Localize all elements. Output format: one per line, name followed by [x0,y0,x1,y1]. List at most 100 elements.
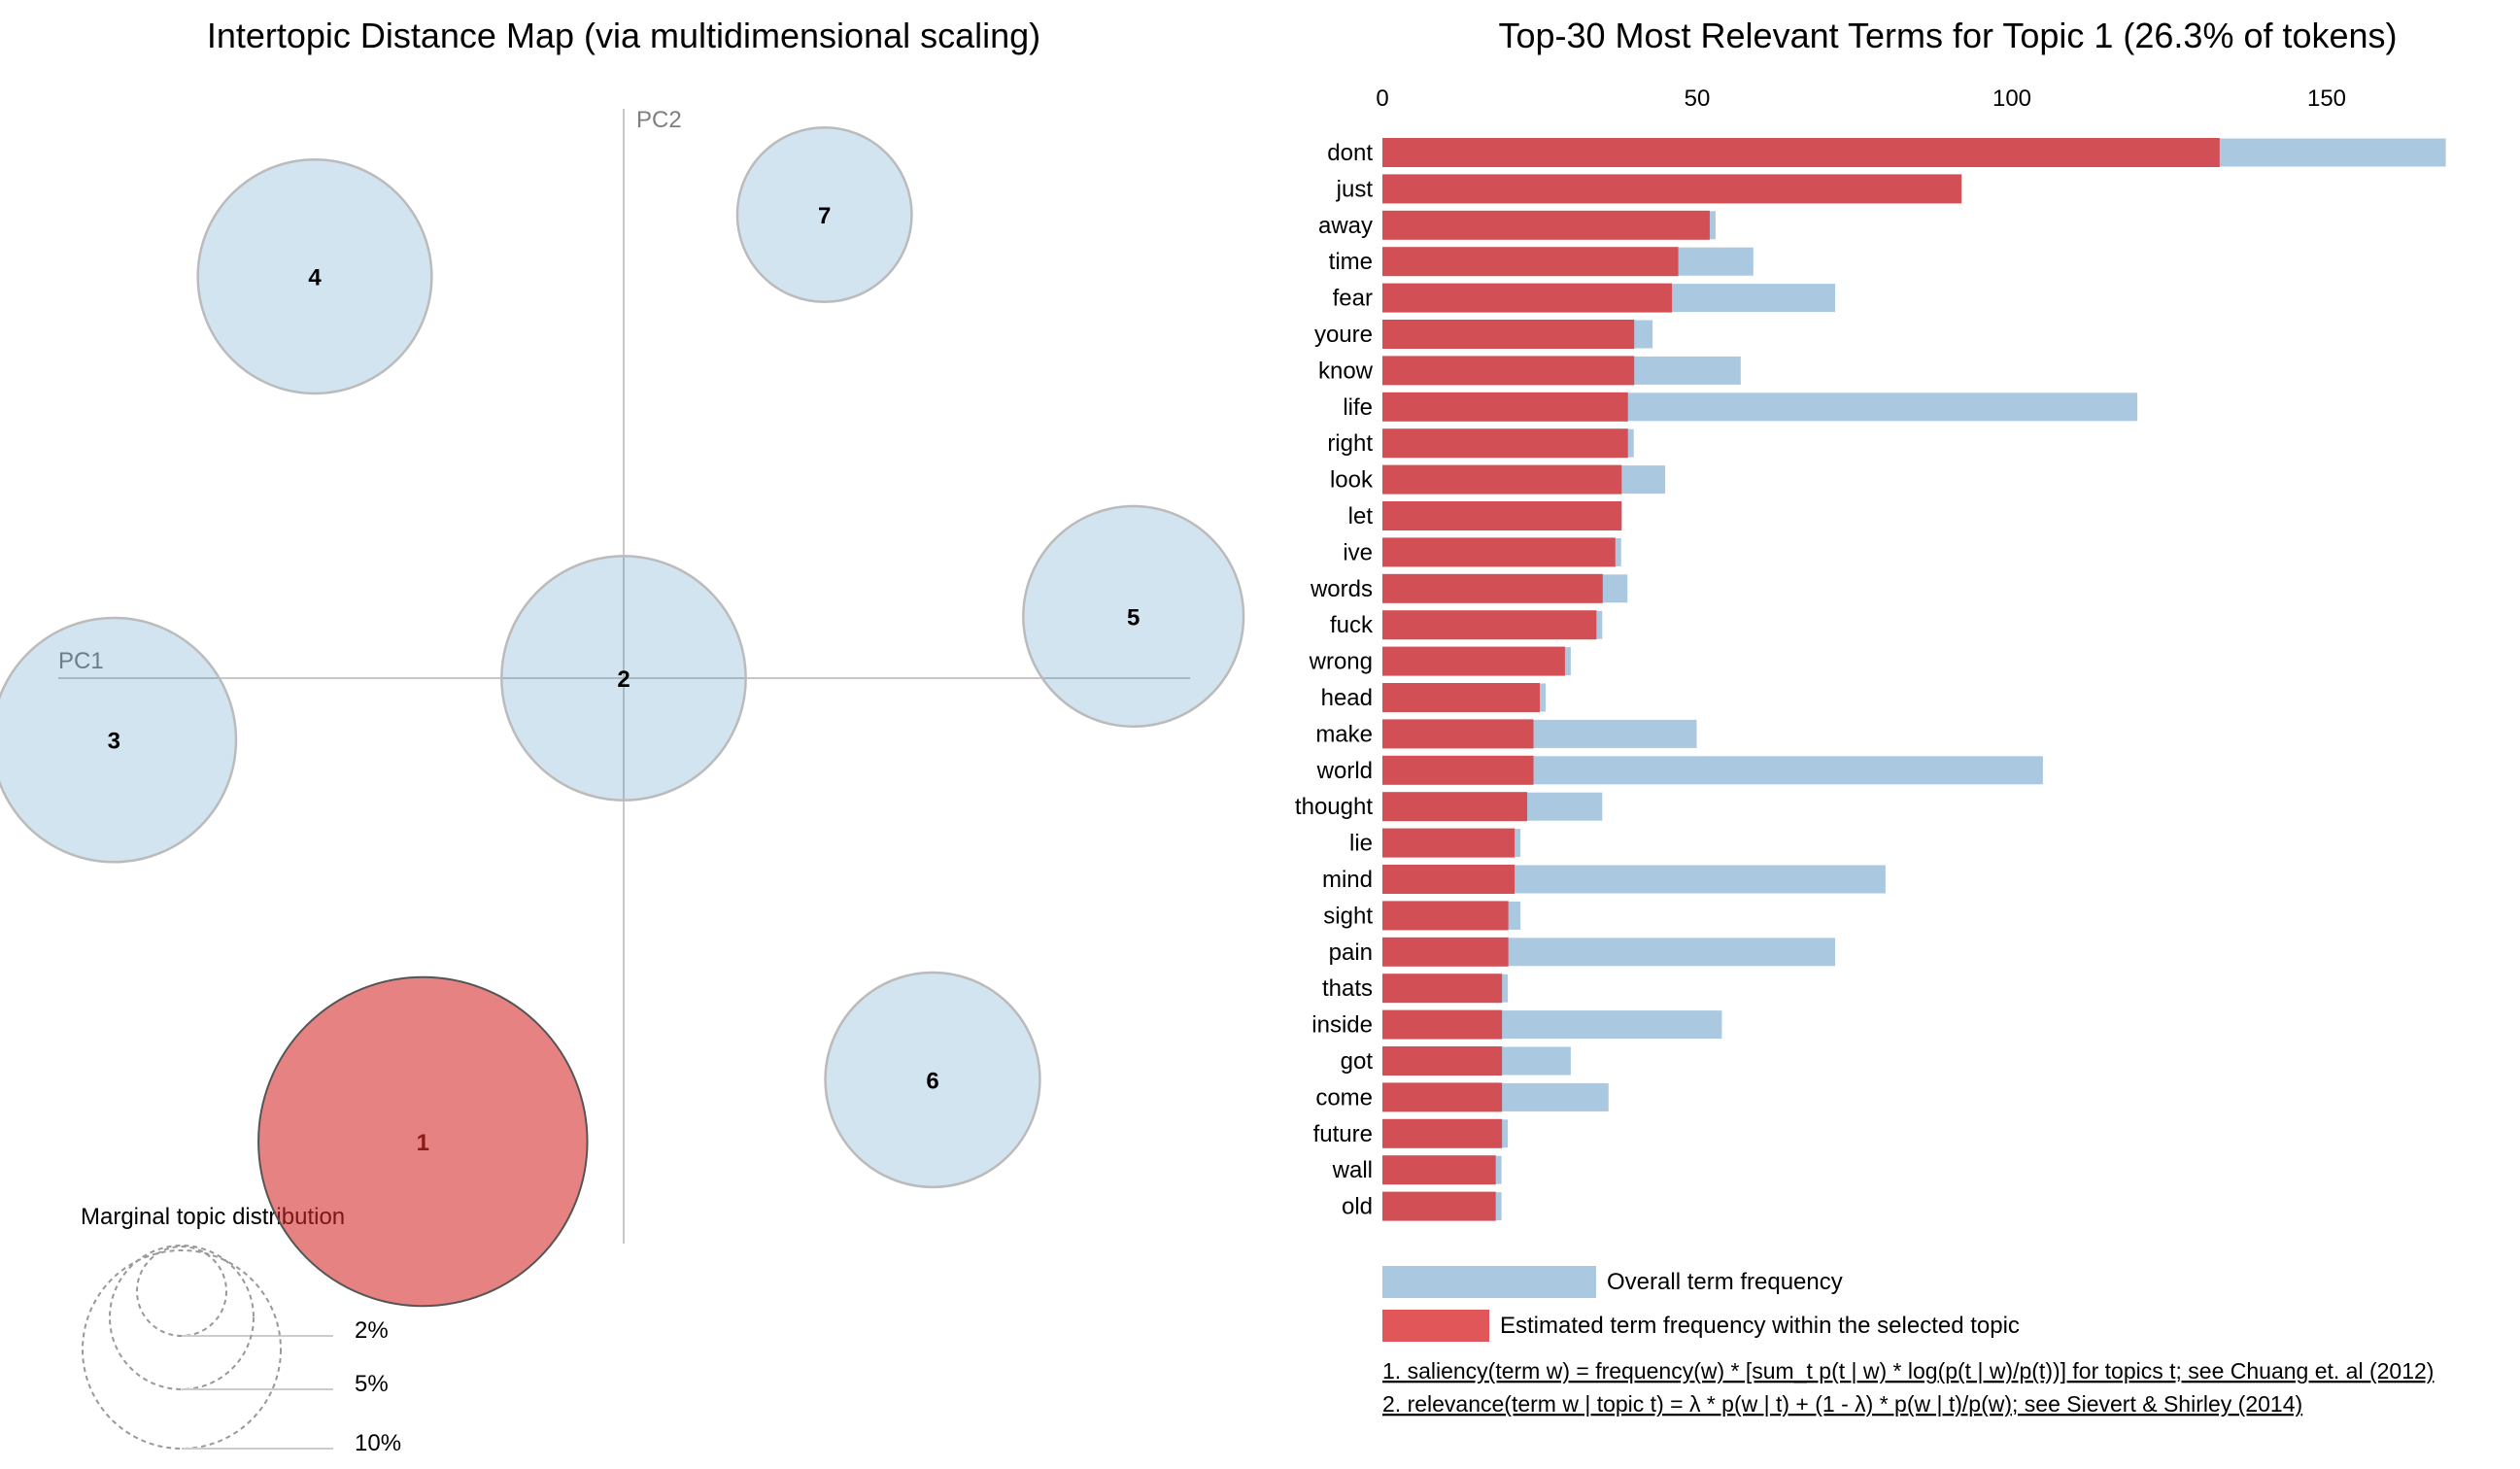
term-label[interactable]: thought [1295,794,1373,820]
topic-frequency-bar[interactable] [1382,537,1616,567]
term-label[interactable]: dont [1327,140,1373,166]
term-label[interactable]: just [1336,176,1374,202]
term-row[interactable]: sight [1323,900,1522,931]
term-label[interactable]: life [1343,394,1373,421]
topic-frequency-bar[interactable] [1382,828,1515,858]
term-row[interactable]: future [1313,1118,1510,1149]
term-label[interactable]: thats [1322,975,1373,1002]
topic-circle[interactable] [735,125,913,304]
term-row[interactable]: away [1318,210,1717,241]
term-row[interactable]: pain [1329,937,1837,968]
term-row[interactable]: dont [1327,137,2447,168]
term-row[interactable]: wall [1332,1154,1503,1185]
term-row[interactable]: make [1315,718,1698,749]
term-label[interactable]: sight [1323,903,1373,929]
topic-frequency-bar[interactable] [1382,610,1597,640]
topic-frequency-bar[interactable] [1382,501,1622,530]
topic-bubble-3[interactable]: 3 [0,616,238,864]
topic-frequency-bar[interactable] [1382,865,1515,894]
term-row[interactable]: youre [1314,319,1654,350]
topic-frequency-bar[interactable] [1382,683,1540,712]
term-label[interactable]: away [1318,213,1373,239]
term-row[interactable]: just [1336,173,1962,204]
topic-frequency-bar[interactable] [1382,1118,1503,1148]
topic-circle[interactable] [0,616,238,864]
term-row[interactable]: life [1343,392,2139,423]
topic-frequency-bar[interactable] [1382,1009,1503,1040]
term-label[interactable]: wall [1332,1157,1373,1183]
term-label[interactable]: inside [1311,1012,1373,1039]
topic-bubble-4[interactable]: 4 [196,158,433,395]
topic-frequency-bar[interactable] [1382,937,1509,967]
topic-frequency-bar[interactable] [1382,320,1635,349]
topic-bubble-7[interactable]: 7 [735,125,913,304]
term-label[interactable]: youre [1314,322,1373,348]
topic-frequency-bar[interactable] [1382,1046,1503,1076]
term-row[interactable]: mind [1322,864,1887,895]
term-row[interactable]: inside [1311,1009,1723,1041]
term-label[interactable]: mind [1322,867,1373,893]
topic-frequency-bar[interactable] [1382,464,1622,495]
term-label[interactable]: come [1315,1084,1373,1110]
term-row[interactable]: words [1310,573,1629,604]
term-label[interactable]: let [1348,503,1374,530]
relevance-footnote-link[interactable]: 2. relevance(term w | topic t) = λ * p(w… [1382,1391,2302,1417]
term-row[interactable]: thats [1322,973,1510,1004]
topic-bubble-6[interactable]: 6 [824,971,1041,1189]
term-label[interactable]: head [1321,685,1373,711]
topic-bubble-5[interactable]: 5 [1022,504,1245,729]
term-row[interactable]: head [1321,682,1547,713]
term-row[interactable]: thought [1295,791,1604,822]
topic-frequency-bar[interactable] [1382,138,2220,167]
topic-circle[interactable] [196,158,433,395]
term-row[interactable]: time [1329,246,1754,277]
term-row[interactable]: know [1318,355,1742,386]
topic-circle[interactable] [824,971,1041,1189]
term-label[interactable]: got [1341,1048,1374,1075]
topic-frequency-bar[interactable] [1382,392,1628,422]
term-row[interactable]: lie [1349,828,1522,859]
saliency-footnote-link[interactable]: 1. saliency(term w) = frequency(w) * [su… [1382,1358,2434,1384]
topic-frequency-bar[interactable] [1382,174,1962,204]
term-label[interactable]: future [1313,1121,1373,1147]
term-row[interactable]: old [1342,1191,1503,1222]
term-row[interactable]: world [1316,755,2044,786]
term-label[interactable]: right [1327,430,1373,457]
term-label[interactable]: time [1329,249,1373,275]
term-row[interactable]: got [1341,1045,1572,1076]
topic-circle[interactable] [1022,504,1245,729]
term-label[interactable]: ive [1343,539,1373,565]
topic-frequency-bar[interactable] [1382,974,1503,1004]
topic-frequency-bar[interactable] [1382,1191,1496,1221]
topic-circle[interactable] [500,555,747,802]
term-row[interactable]: let [1348,500,1622,531]
term-row[interactable]: fear [1333,283,1837,314]
topic-frequency-bar[interactable] [1382,573,1603,603]
topic-frequency-bar[interactable] [1382,646,1565,676]
term-row[interactable]: ive [1343,536,1622,567]
term-row[interactable]: come [1315,1081,1610,1112]
term-label[interactable]: wrong [1309,649,1373,675]
term-row[interactable]: wrong [1309,646,1572,677]
topic-frequency-bar[interactable] [1382,719,1534,749]
topic-bubble-1[interactable]: 1 [257,975,589,1308]
term-label[interactable]: words [1310,576,1373,602]
topic-frequency-bar[interactable] [1382,1155,1496,1185]
term-label[interactable]: look [1330,467,1374,494]
topic-frequency-bar[interactable] [1382,755,1534,785]
topic-frequency-bar[interactable] [1382,356,1635,386]
topic-frequency-bar[interactable] [1382,792,1528,822]
topic-frequency-bar[interactable] [1382,283,1673,313]
topic-circle[interactable] [257,975,589,1308]
term-label[interactable]: lie [1349,831,1373,857]
topic-frequency-bar[interactable] [1382,210,1710,240]
term-label[interactable]: pain [1329,939,1373,966]
term-label[interactable]: fear [1333,286,1373,312]
term-label[interactable]: make [1315,721,1373,747]
topic-frequency-bar[interactable] [1382,901,1509,931]
term-label[interactable]: fuck [1330,612,1374,638]
topic-bubble-2[interactable]: 2 [500,555,747,802]
topic-frequency-bar[interactable] [1382,428,1628,459]
term-label[interactable]: old [1342,1194,1373,1220]
term-label[interactable]: know [1318,358,1374,384]
